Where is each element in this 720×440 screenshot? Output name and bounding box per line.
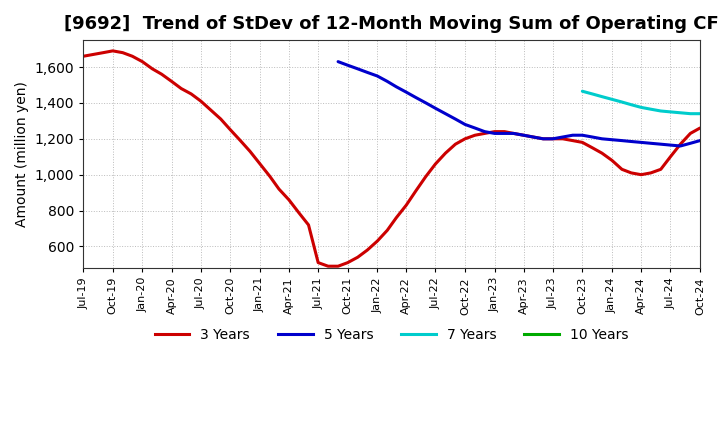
Title: [9692]  Trend of StDev of 12-Month Moving Sum of Operating CF: [9692] Trend of StDev of 12-Month Moving…: [64, 15, 719, 33]
Y-axis label: Amount (million yen): Amount (million yen): [15, 81, 29, 227]
Line: 7 Years: 7 Years: [582, 91, 700, 114]
Line: 5 Years: 5 Years: [338, 62, 700, 146]
Legend: 3 Years, 5 Years, 7 Years, 10 Years: 3 Years, 5 Years, 7 Years, 10 Years: [149, 323, 634, 348]
Line: 3 Years: 3 Years: [84, 51, 700, 266]
